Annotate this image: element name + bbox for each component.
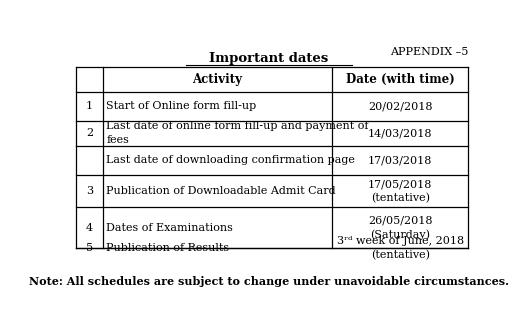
Text: 3: 3 (86, 186, 93, 196)
Text: Important dates: Important dates (209, 52, 329, 65)
Text: Last date of downloading confirmation page: Last date of downloading confirmation pa… (106, 155, 355, 165)
Text: 2: 2 (86, 128, 93, 138)
Text: 4: 4 (86, 223, 93, 233)
Text: 5: 5 (86, 243, 93, 254)
Text: APPENDIX –5: APPENDIX –5 (390, 46, 468, 56)
Text: (tentative): (tentative) (371, 250, 430, 261)
Text: Activity: Activity (193, 73, 243, 86)
Text: 17/05/2018: 17/05/2018 (368, 179, 433, 189)
Text: 1: 1 (86, 101, 93, 111)
Text: 3ʳᵈ week of June, 2018: 3ʳᵈ week of June, 2018 (337, 236, 464, 246)
Text: fees: fees (106, 135, 129, 145)
Text: Dates of Examinations: Dates of Examinations (106, 223, 233, 233)
Text: Publication of Downloadable Admit Card: Publication of Downloadable Admit Card (106, 186, 336, 196)
Text: Date (with time): Date (with time) (346, 73, 455, 86)
Text: Publication of Results: Publication of Results (106, 243, 229, 254)
Text: 20/02/2018: 20/02/2018 (368, 101, 433, 111)
Text: (Saturday): (Saturday) (370, 229, 430, 240)
Text: Note: All schedules are subject to change under unavoidable circumstances.: Note: All schedules are subject to chang… (29, 276, 509, 287)
Text: (tentative): (tentative) (371, 193, 430, 203)
Text: 14/03/2018: 14/03/2018 (368, 128, 433, 138)
Text: 26/05/2018: 26/05/2018 (368, 216, 433, 226)
Text: Start of Online form fill-up: Start of Online form fill-up (106, 101, 257, 111)
Text: 17/03/2018: 17/03/2018 (368, 155, 433, 165)
Text: Last date of online form fill-up and payment of: Last date of online form fill-up and pay… (106, 121, 369, 131)
